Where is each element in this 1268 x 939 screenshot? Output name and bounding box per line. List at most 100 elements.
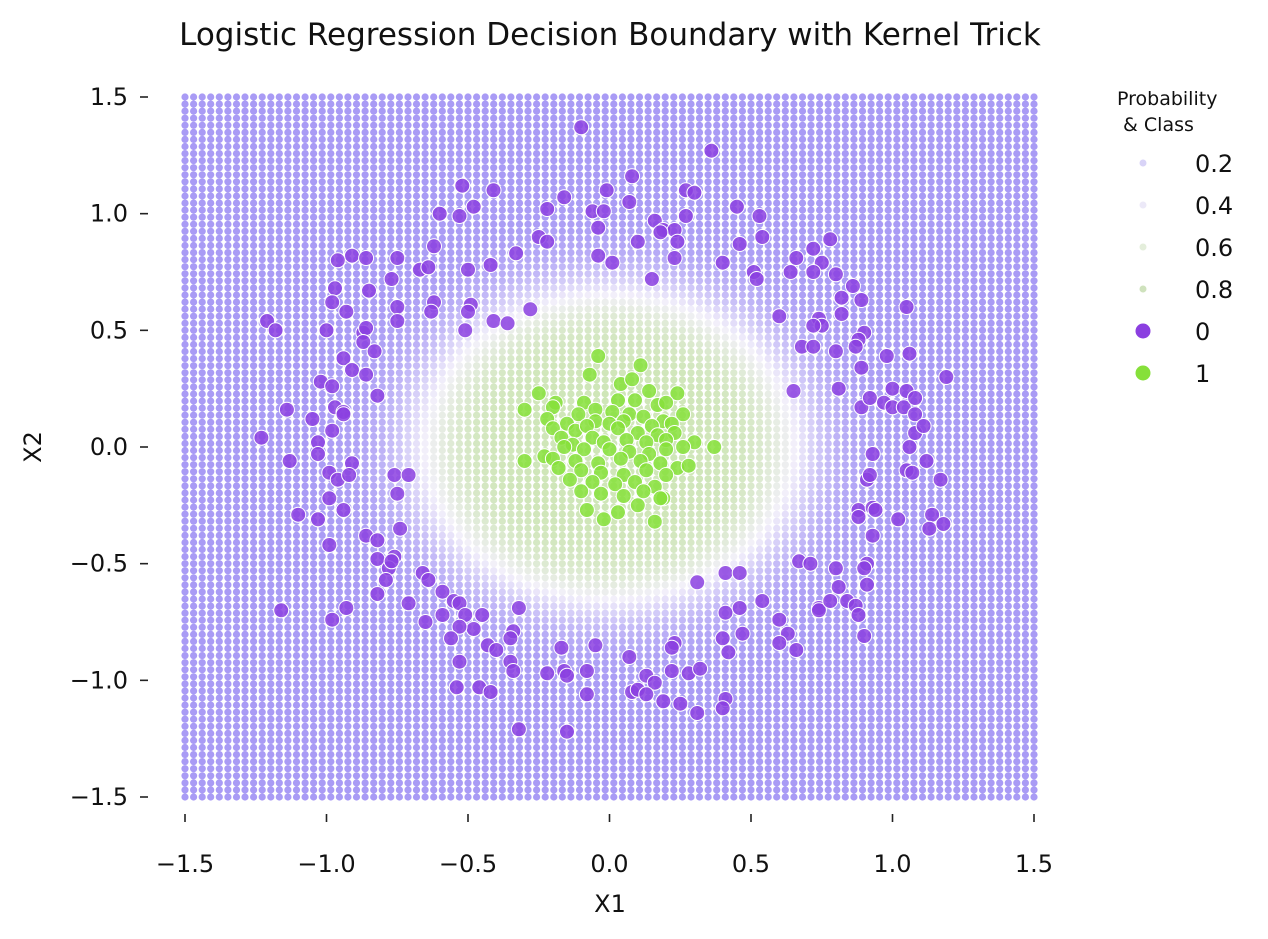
grid-cell bbox=[310, 291, 318, 299]
grid-cell bbox=[327, 524, 335, 532]
grid-cell bbox=[421, 93, 429, 101]
grid-cell bbox=[412, 347, 421, 356]
grid-cell bbox=[567, 503, 575, 511]
grid-cell bbox=[198, 100, 206, 108]
grid-cell bbox=[292, 729, 301, 738]
grid-cell bbox=[335, 588, 343, 596]
grid-cell bbox=[190, 411, 198, 419]
grid-cell bbox=[335, 758, 343, 766]
grid-cell bbox=[275, 397, 283, 405]
grid-cell bbox=[507, 206, 515, 214]
grid-cell bbox=[575, 383, 584, 391]
grid-cell bbox=[575, 178, 584, 186]
grid-cell bbox=[575, 150, 584, 158]
grid-cell bbox=[378, 637, 386, 646]
grid-cell bbox=[438, 305, 446, 313]
grid-cell bbox=[327, 779, 335, 787]
grid-cell bbox=[241, 475, 249, 483]
grid-cell bbox=[181, 722, 189, 730]
grid-cell bbox=[275, 418, 283, 426]
grid-cell bbox=[601, 588, 609, 596]
grid-cell bbox=[473, 418, 481, 426]
grid-cell bbox=[207, 291, 215, 299]
grid-cell bbox=[473, 510, 481, 518]
grid-cell bbox=[473, 694, 481, 702]
grid-cell bbox=[275, 446, 283, 455]
grid-cell bbox=[267, 553, 275, 561]
grid-cell bbox=[593, 142, 601, 151]
grid-cell bbox=[301, 567, 309, 575]
grid-cell bbox=[533, 270, 541, 278]
grid-cell bbox=[455, 567, 463, 575]
grid-cell bbox=[464, 588, 472, 596]
grid-cell bbox=[335, 199, 343, 207]
grid-cell bbox=[430, 503, 438, 511]
grid-cell bbox=[507, 397, 515, 405]
grid-cell bbox=[275, 482, 283, 490]
grid-cell bbox=[370, 503, 378, 511]
grid-cell bbox=[361, 574, 369, 582]
grid-cell bbox=[515, 135, 524, 143]
grid-cell bbox=[310, 93, 318, 101]
grid-cell bbox=[258, 397, 266, 405]
grid-cell bbox=[575, 743, 584, 752]
grid-cell bbox=[524, 446, 532, 455]
grid-cell bbox=[181, 454, 189, 462]
grid-cell bbox=[258, 722, 266, 730]
grid-cell bbox=[181, 220, 189, 228]
grid-cell bbox=[584, 340, 592, 349]
grid-cell bbox=[421, 340, 429, 349]
grid-cell bbox=[567, 538, 575, 547]
grid-cell bbox=[250, 531, 258, 540]
grid-cell bbox=[575, 581, 584, 589]
grid-cell bbox=[455, 538, 463, 547]
grid-cell bbox=[464, 220, 472, 228]
grid-cell bbox=[327, 135, 335, 143]
grid-cell bbox=[507, 305, 515, 313]
grid-cell bbox=[190, 319, 198, 327]
grid-cell bbox=[292, 369, 301, 377]
grid-cell bbox=[267, 178, 275, 186]
grid-cell bbox=[267, 227, 275, 235]
grid-cell bbox=[541, 496, 549, 504]
grid-cell bbox=[370, 524, 378, 532]
grid-cell bbox=[524, 694, 532, 702]
grid-cell bbox=[344, 793, 352, 801]
grid-cell bbox=[301, 687, 309, 695]
grid-cell bbox=[250, 503, 258, 511]
grid-cell bbox=[387, 199, 395, 207]
grid-cell bbox=[250, 489, 258, 497]
grid-cell bbox=[292, 468, 301, 476]
grid-cell bbox=[335, 722, 343, 730]
grid-cell bbox=[395, 192, 403, 200]
grid-cell bbox=[370, 150, 378, 158]
grid-cell bbox=[241, 765, 249, 773]
grid-cell bbox=[378, 404, 386, 412]
grid-cell bbox=[395, 581, 403, 589]
grid-cell bbox=[387, 743, 395, 752]
grid-cell bbox=[447, 178, 455, 186]
grid-cell bbox=[181, 630, 189, 639]
grid-cell bbox=[412, 454, 421, 462]
grid-cell bbox=[258, 142, 266, 151]
grid-cell bbox=[275, 171, 283, 179]
grid-cell bbox=[507, 736, 515, 745]
grid-cell bbox=[515, 736, 524, 745]
grid-cell bbox=[490, 199, 498, 207]
grid-cell bbox=[498, 100, 506, 108]
grid-cell bbox=[490, 482, 498, 490]
grid-cell bbox=[224, 758, 232, 766]
grid-cell bbox=[301, 694, 309, 702]
grid-cell bbox=[267, 107, 275, 115]
grid-cell bbox=[575, 553, 584, 561]
grid-cell bbox=[318, 121, 326, 129]
grid-cell bbox=[215, 461, 223, 469]
grid-cell bbox=[232, 595, 241, 603]
grid-cell bbox=[404, 340, 412, 349]
grid-cell bbox=[284, 489, 292, 497]
grid-cell bbox=[524, 574, 532, 582]
grid-cell bbox=[421, 694, 429, 702]
grid-cell bbox=[301, 234, 309, 242]
grid-cell bbox=[550, 708, 558, 716]
grid-cell bbox=[541, 779, 549, 787]
